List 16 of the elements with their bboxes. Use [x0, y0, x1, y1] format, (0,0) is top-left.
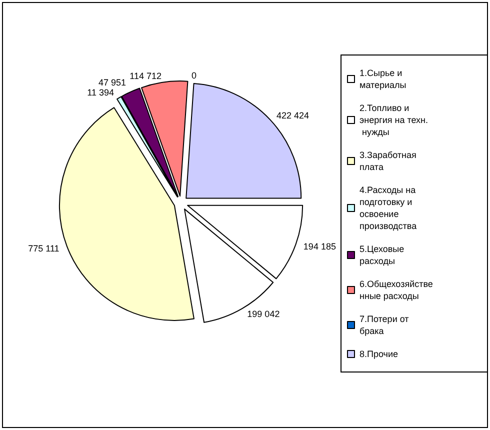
legend-label: 1.Сырье и материалы	[360, 68, 406, 90]
data-label: 47 951	[98, 77, 126, 88]
legend-label: 7.Потери от брака	[360, 314, 412, 336]
legend-label: 6.Общехозяйственные расходы	[360, 279, 433, 301]
data-label: 114 712	[130, 71, 162, 82]
legend-label: 2.Топливо и энергия на техн. нужды	[360, 103, 428, 137]
legend-label: 4.Расходы на подготовку и освоение производства	[360, 185, 418, 231]
data-label: 775 111	[28, 243, 60, 254]
data-label: 11 394	[87, 88, 114, 98]
text: 0	[192, 70, 197, 80]
data-label: 422 424	[276, 110, 310, 121]
legend-label: 3.Заработная плата	[360, 150, 419, 172]
legend-label: 5.Цеховые расходы	[360, 244, 407, 266]
data-label: 194 185	[303, 241, 336, 252]
data-label: 199 042	[247, 308, 280, 319]
legend-label: 8.Прочие	[360, 349, 398, 359]
